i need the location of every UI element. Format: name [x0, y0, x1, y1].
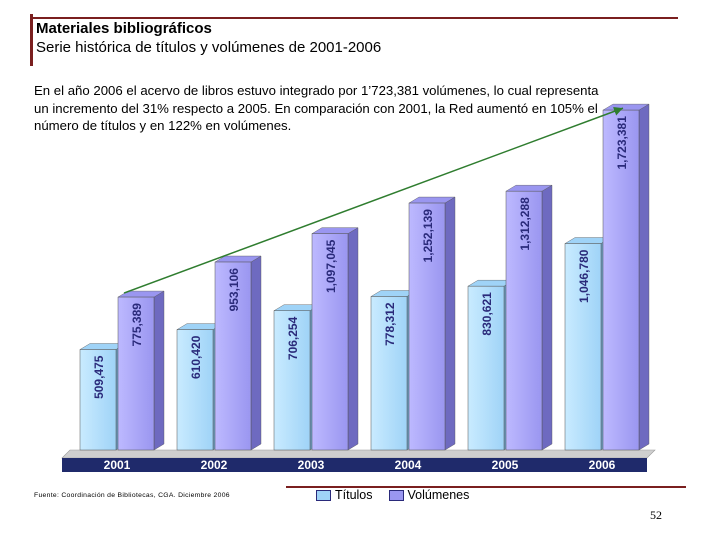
- value-label-títulos-2006: 1,046,780: [577, 249, 591, 303]
- value-label-volúmenes-2003: 1,097,045: [324, 239, 338, 293]
- legend-label-volumenes: Volúmenes: [407, 488, 470, 502]
- bar-volúmenes-2001: [117, 296, 155, 451]
- footer-accent-line: [286, 486, 686, 488]
- x-axis-band: [62, 458, 647, 472]
- bar-volúmenes-2003: [311, 233, 349, 451]
- x-tick-2003: 2003: [298, 458, 325, 472]
- title-accent-vertical: [30, 14, 33, 66]
- page-title: Materiales bibliográficos: [36, 20, 212, 37]
- title-accent-horizontal: [30, 17, 678, 19]
- legend-label-titulos: Títulos: [335, 488, 373, 502]
- bar-títulos-2003: [273, 310, 311, 451]
- bar-side-volúmenes-2006: [638, 103, 650, 451]
- x-tick-2001: 2001: [104, 458, 131, 472]
- bar-títulos-2002: [176, 329, 214, 451]
- bar-volúmenes-2006: [602, 109, 640, 451]
- bar-volúmenes-2005: [505, 190, 543, 451]
- x-tick-2004: 2004: [395, 458, 422, 472]
- value-label-títulos-2005: 830,621: [480, 292, 494, 336]
- bar-side-volúmenes-2002: [250, 255, 262, 451]
- legend-swatch-volumenes: [388, 489, 404, 501]
- value-label-volúmenes-2001: 775,389: [130, 303, 144, 347]
- x-tick-2006: 2006: [589, 458, 616, 472]
- title-bar: Materiales bibliográficos Serie históric…: [30, 14, 678, 66]
- bar-side-volúmenes-2005: [541, 184, 553, 451]
- bar-títulos-2001: [79, 349, 117, 451]
- value-label-títulos-2002: 610,420: [189, 335, 203, 379]
- bar-volúmenes-2002: [214, 261, 252, 451]
- bar-side-volúmenes-2004: [444, 196, 456, 451]
- bar-títulos-2005: [467, 285, 505, 451]
- value-label-volúmenes-2006: 1,723,381: [615, 116, 629, 170]
- value-label-títulos-2003: 706,254: [286, 316, 300, 360]
- source-note: Fuente: Coordinación de Bibliotecas, CGA…: [34, 492, 230, 499]
- trend-arrow: [123, 107, 624, 294]
- value-label-títulos-2004: 778,312: [383, 302, 397, 346]
- bar-side-volúmenes-2001: [153, 290, 165, 451]
- bar-side-volúmenes-2003: [347, 227, 359, 451]
- value-label-títulos-2001: 509,475: [92, 355, 106, 399]
- bar-títulos-2006: [564, 243, 602, 451]
- chart-floor: [61, 449, 656, 459]
- value-label-volúmenes-2004: 1,252,139: [421, 209, 435, 263]
- description-text: En el año 2006 el acervo de libros estuv…: [34, 83, 599, 133]
- bar-volúmenes-2004: [408, 202, 446, 451]
- x-tick-2002: 2002: [201, 458, 228, 472]
- page-subtitle: Serie histórica de títulos y volúmenes d…: [36, 39, 382, 56]
- page-number: 52: [650, 508, 662, 522]
- legend-item-titulos: Títulos: [316, 488, 373, 502]
- legend-swatch-titulos: [316, 489, 331, 501]
- bar-títulos-2004: [370, 296, 408, 451]
- legend-item-volumenes: Volúmenes: [388, 488, 470, 502]
- chart-legend: Títulos Volúmenes: [316, 488, 485, 502]
- value-label-volúmenes-2005: 1,312,288: [518, 197, 532, 251]
- value-label-volúmenes-2002: 953,106: [227, 268, 241, 312]
- x-tick-2005: 2005: [492, 458, 519, 472]
